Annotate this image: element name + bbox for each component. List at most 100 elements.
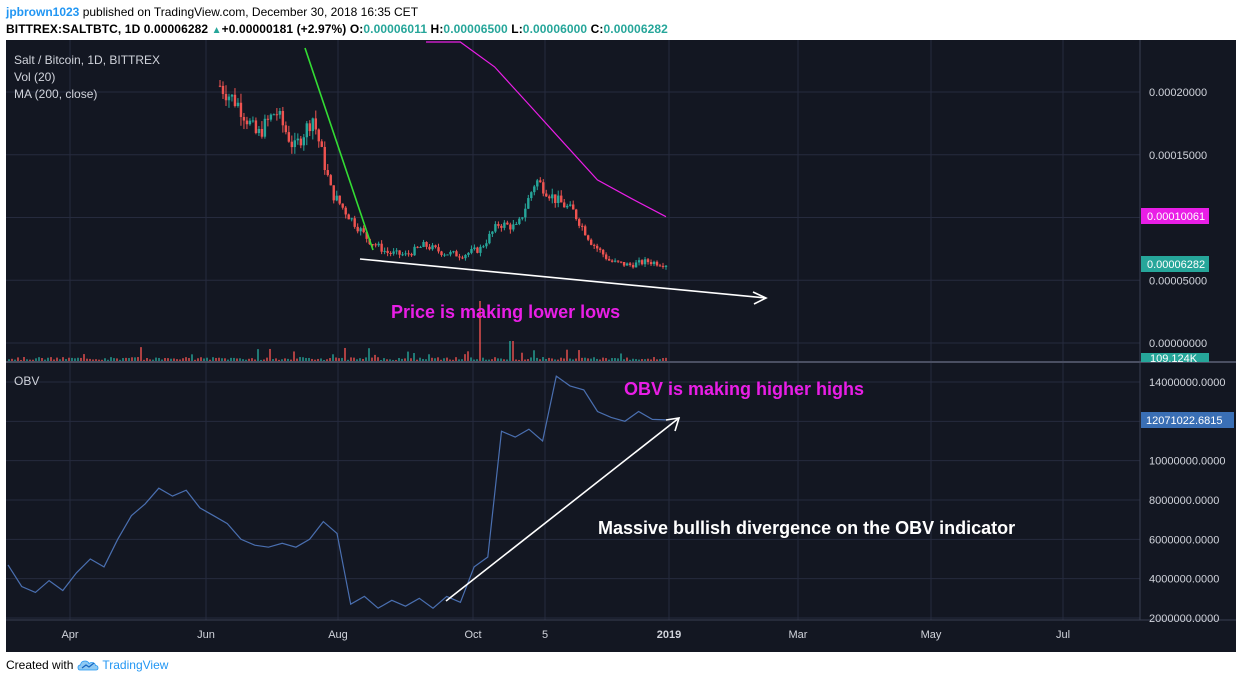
volume-bar <box>158 357 160 361</box>
candle-body <box>464 254 467 259</box>
candle-body <box>655 261 659 266</box>
volume-bar <box>311 358 313 361</box>
volume-bar <box>443 358 445 361</box>
candle-body <box>389 252 392 254</box>
volume-bar <box>566 349 568 361</box>
candle-body <box>323 146 326 171</box>
candle-body <box>527 198 530 209</box>
volume-bar <box>83 354 85 361</box>
volume-bar <box>563 358 565 361</box>
volume-bar <box>188 358 190 361</box>
volume-bar <box>422 358 424 361</box>
candle-body <box>580 225 584 227</box>
volume-bar <box>368 348 370 361</box>
volume-bar <box>542 357 544 361</box>
candle-body <box>622 261 626 266</box>
obv-axis-labels: 14000000.000012000000.000010000000.00008… <box>1149 377 1225 625</box>
volume-bar <box>425 359 427 361</box>
candle-body <box>575 209 578 220</box>
candle-body <box>625 263 629 266</box>
volume-bar <box>251 358 253 361</box>
volume-bar <box>26 359 28 361</box>
volume-bar <box>599 359 601 361</box>
volume-bar <box>77 357 79 361</box>
volume-bar <box>539 359 541 361</box>
volume-bar <box>272 359 274 361</box>
candle-body <box>326 170 329 176</box>
volume-bar <box>398 357 400 361</box>
volume-bar <box>569 358 571 361</box>
candle-body <box>610 260 614 262</box>
candle-body <box>275 114 279 116</box>
volume-bar <box>179 359 181 361</box>
chart-background <box>6 40 1236 652</box>
volume-bar <box>557 359 559 361</box>
volume-bar <box>293 351 295 361</box>
volume-bar <box>143 359 145 361</box>
open-label: O: <box>349 22 364 36</box>
volume-bar <box>455 357 457 361</box>
volume-bar <box>275 358 277 361</box>
volume-bar <box>173 358 175 361</box>
volume-bar <box>629 359 631 361</box>
candle-body <box>287 132 291 142</box>
candle-body <box>284 125 288 133</box>
obv-legend: OBV <box>14 374 39 388</box>
vol-legend: Vol (20) <box>14 70 55 84</box>
volume-bar <box>440 359 442 361</box>
candle-body <box>383 250 386 252</box>
volume-bar <box>473 359 475 361</box>
volume-bar <box>479 301 481 361</box>
volume-bar <box>389 359 391 361</box>
volume-bar <box>164 357 166 361</box>
candle-body <box>566 205 569 208</box>
volume-bar <box>524 359 526 361</box>
price-chart[interactable]: Salt / Bitcoin, 1D, BITTREX Vol (20) MA … <box>6 40 1236 652</box>
time-tick-label: Oct <box>464 629 481 641</box>
candle-body <box>269 114 273 120</box>
volume-bar <box>41 358 43 361</box>
volume-bar <box>209 359 211 361</box>
tradingview-brand-link[interactable]: TradingView <box>102 658 169 672</box>
low-label: L: <box>511 22 523 36</box>
volume-bar <box>521 352 523 361</box>
volume-bar <box>350 357 352 361</box>
volume-bar <box>638 359 640 361</box>
volume-bar <box>401 358 403 361</box>
candle-body <box>640 260 644 265</box>
volume-bar <box>107 359 109 361</box>
volume-badge <box>1141 353 1209 362</box>
ma-legend: MA (200, close) <box>14 87 97 101</box>
candle-body <box>257 128 261 134</box>
candle-body <box>583 226 587 236</box>
tradingview-cloud-icon <box>77 660 99 671</box>
candle-body <box>356 226 359 232</box>
candle-body <box>293 140 297 148</box>
volume-bar <box>596 358 598 361</box>
candle-body <box>350 218 353 220</box>
volume-bar <box>359 358 361 361</box>
candle-body <box>634 262 638 268</box>
obv-badge-text: 12071022.6815 <box>1146 415 1222 427</box>
candle-body <box>524 208 527 218</box>
candle-body <box>431 245 434 250</box>
volume-bar <box>584 357 586 361</box>
candle-body <box>347 214 350 220</box>
candle-body <box>452 251 455 253</box>
candle-body <box>290 141 294 148</box>
volume-bar <box>230 357 232 361</box>
volume-bar <box>224 358 226 361</box>
time-tick-label: May <box>921 629 942 641</box>
candle-body <box>652 261 656 265</box>
price-tick-label: 0.00005000 <box>1149 275 1207 287</box>
volume-bar <box>152 359 154 361</box>
volume-bar <box>488 359 490 361</box>
candle-body <box>664 265 668 267</box>
obv-annotation: OBV is making higher highs <box>624 379 864 399</box>
open-value: 0.00006011 <box>363 22 428 36</box>
username-link[interactable]: jpbrown1023 <box>6 5 80 19</box>
volume-bar <box>44 359 46 361</box>
candle-body <box>224 93 228 101</box>
candle-body <box>308 123 311 132</box>
volume-bar <box>491 359 493 361</box>
